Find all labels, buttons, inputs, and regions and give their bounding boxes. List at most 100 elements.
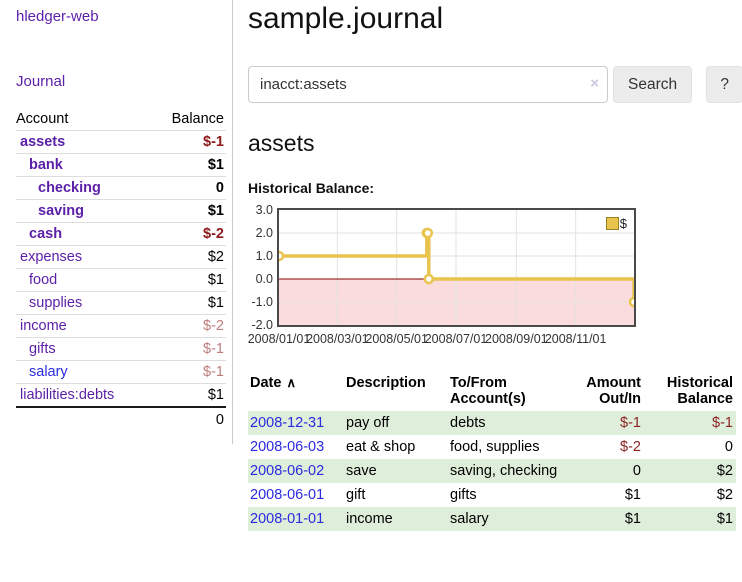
transaction-date-link[interactable]: 2008-12-31	[250, 415, 325, 431]
transaction-description: save	[346, 463, 377, 479]
accounts-total-value: 0	[215, 412, 224, 428]
main-content: sample.journal × Search ? assets Histori…	[233, 0, 742, 531]
y-tick-label: 2.0	[255, 226, 273, 240]
balance-column-header: Balance	[151, 108, 226, 131]
transaction-balance: $-1	[712, 415, 733, 431]
transaction-amount: $-2	[620, 439, 641, 455]
transaction-balance: $2	[716, 463, 733, 479]
transaction-balance: 0	[724, 439, 733, 455]
account-row-salary: salary $-1	[16, 360, 226, 384]
chart-canvas	[279, 210, 634, 325]
account-link-food[interactable]: food	[29, 272, 58, 288]
sidebar-item-journal[interactable]: Journal	[16, 73, 66, 90]
account-link-cash[interactable]: cash	[29, 226, 63, 242]
clear-search-icon[interactable]: ×	[590, 75, 599, 92]
account-row-saving: saving $1	[16, 199, 226, 223]
legend-swatch-icon	[605, 217, 619, 230]
account-link-income[interactable]: income	[20, 318, 67, 334]
account-column-header: Account	[16, 108, 152, 131]
accounts-column-header: To/From Account(s)	[450, 375, 526, 407]
transaction-date-link[interactable]: 2008-06-03	[250, 439, 325, 455]
chart-legend: $	[605, 216, 627, 231]
y-tick-label: -2.0	[251, 318, 273, 332]
transaction-accounts: food, supplies	[450, 439, 540, 455]
account-link-salary[interactable]: salary	[29, 364, 68, 380]
account-balance: $1	[151, 199, 226, 223]
account-heading: assets	[248, 130, 315, 156]
transaction-amount: 0	[632, 463, 641, 479]
account-balance: $2	[151, 245, 226, 269]
register-row: 2008-01-01 income salary $1 $1	[248, 507, 736, 531]
register-table: Date ∧ Description To/From Account(s) Amo…	[248, 373, 736, 531]
transaction-description: gift	[346, 487, 366, 503]
y-tick-label: 0.0	[255, 272, 273, 286]
transaction-amount: $1	[624, 487, 641, 503]
register-header-row: Date ∧ Description To/From Account(s) Amo…	[248, 373, 736, 411]
accounts-balance-table: Account Balance assets $-1 bank $1 check…	[16, 108, 226, 431]
date-column-header[interactable]: Date ∧	[250, 375, 296, 391]
account-balance: $1	[151, 153, 226, 177]
account-row-bank: bank $1	[16, 153, 226, 177]
account-link-saving[interactable]: saving	[38, 203, 84, 219]
transaction-date-link[interactable]: 2008-06-02	[250, 463, 325, 479]
account-link-liabilities-debts[interactable]: liabilities:debts	[20, 387, 115, 403]
account-link-bank[interactable]: bank	[29, 157, 63, 173]
transaction-amount: $-1	[620, 415, 641, 431]
account-link-expenses[interactable]: expenses	[20, 249, 83, 265]
x-tick-label: 2008/05/01	[365, 332, 428, 346]
balance-column-header: Historical Balance	[666, 375, 733, 407]
transaction-balance: $2	[716, 487, 733, 503]
account-link-assets[interactable]: assets	[20, 134, 66, 150]
account-row-supplies: supplies $1	[16, 291, 226, 315]
transaction-date-link[interactable]: 2008-01-01	[250, 511, 325, 527]
account-balance: $-1	[151, 130, 226, 154]
register-row: 2008-06-02 save saving, checking 0 $2	[248, 459, 736, 483]
historical-balance-chart: $ 3.0 2.0 1.0 0.0 -1.0 -2.0 2008/01/01 2008/03/…	[247, 203, 638, 351]
y-tick-label: 1.0	[255, 249, 273, 263]
transaction-balance: $1	[716, 511, 733, 527]
account-balance: $-2	[151, 314, 226, 338]
transaction-accounts: gifts	[450, 487, 477, 503]
y-tick-label: 3.0	[255, 203, 273, 217]
x-tick-label: 2008/09/01	[485, 332, 548, 346]
transaction-description: income	[346, 511, 393, 527]
transaction-description: pay off	[346, 415, 390, 431]
account-link-gifts[interactable]: gifts	[29, 341, 56, 357]
search-button[interactable]: Search	[613, 66, 693, 103]
legend-label: $	[619, 216, 627, 231]
search-input[interactable]	[248, 66, 608, 103]
search-form: × Search ?	[248, 66, 742, 103]
sidebar: hledger-web Journal Account Balance asse…	[0, 0, 233, 444]
page-title: sample.journal	[248, 2, 444, 35]
accounts-table-header: Account Balance	[16, 108, 226, 131]
register-row: 2008-12-31 pay off debts $-1 $-1	[248, 411, 736, 435]
transaction-accounts: saving, checking	[450, 463, 558, 479]
transaction-accounts: salary	[450, 511, 489, 527]
account-balance: $-1	[151, 337, 226, 361]
account-link-supplies[interactable]: supplies	[29, 295, 83, 311]
register-row: 2008-06-03 eat & shop food, supplies $-2…	[248, 435, 736, 459]
sort-ascending-icon: ∧	[286, 375, 296, 390]
accounts-total-row: 0	[16, 407, 226, 431]
hledger-web-app: hledger-web Journal Account Balance asse…	[0, 0, 742, 531]
help-button[interactable]: ?	[706, 66, 742, 103]
register-row: 2008-06-01 gift gifts $1 $2	[248, 483, 736, 507]
app-title-link[interactable]: hledger-web	[16, 8, 99, 25]
x-tick-label: 2008/11/01	[544, 332, 607, 346]
transaction-date-link[interactable]: 2008-06-01	[250, 487, 325, 503]
y-tick-label: -1.0	[251, 295, 273, 309]
chart-title: Historical Balance:	[248, 180, 375, 196]
account-row-checking: checking 0	[16, 176, 226, 200]
account-balance: $1	[151, 291, 226, 315]
account-link-checking[interactable]: checking	[38, 180, 101, 196]
account-row-assets: assets $-1	[16, 130, 226, 154]
account-balance: 0	[151, 176, 226, 200]
x-tick-label: 2008/01/01	[247, 332, 311, 346]
x-tick-label: 2008/07/01	[424, 332, 488, 346]
account-row-gifts: gifts $-1	[16, 337, 226, 361]
account-row-expenses: expenses $2	[16, 245, 226, 269]
account-balance: $-2	[151, 222, 226, 246]
x-tick-label: 2008/03/01	[306, 332, 369, 346]
account-row-liabilities-debts: liabilities:debts $1	[16, 383, 226, 408]
account-balance: $-1	[151, 360, 226, 384]
